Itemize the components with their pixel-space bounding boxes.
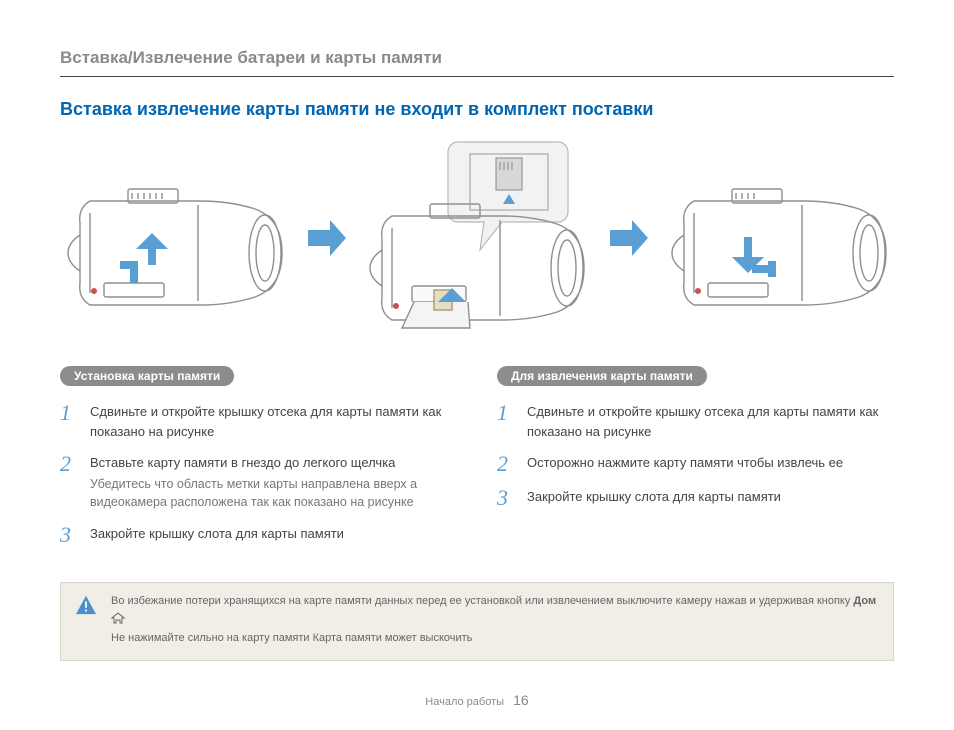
remove-column: Для извлечения карты памяти 1 Сдвиньте и…: [497, 366, 894, 558]
home-label: Дом: [853, 595, 876, 607]
insert-column: Установка карты памяти 1 Сдвиньте и откр…: [60, 366, 457, 558]
camera-step1: [60, 153, 290, 323]
instruction-figure: [60, 138, 894, 338]
step-number: 1: [60, 402, 78, 441]
page-footer: Начало работы 16: [0, 692, 954, 708]
step: 3 Закройте крышку слота для карты памяти: [60, 524, 457, 546]
warning-note: Во избежание потери хранящихся на карте …: [60, 582, 894, 661]
warning-icon: [75, 595, 97, 615]
note-line-1: Во избежание потери хранящихся на карте …: [111, 593, 879, 628]
step: 3 Закройте крышку слота для карты памяти: [497, 487, 894, 509]
note-line-2: Не нажимайте сильно на карту памяти Карт…: [111, 630, 879, 648]
instruction-columns: Установка карты памяти 1 Сдвиньте и откр…: [60, 366, 894, 558]
home-icon: [111, 612, 125, 624]
step: 1 Сдвиньте и откройте крышку отсека для …: [497, 402, 894, 441]
step-text: Сдвиньте и откройте крышку отсека для ка…: [90, 402, 457, 441]
camera-step3: [664, 153, 894, 323]
step-number: 3: [60, 524, 78, 546]
step-number: 3: [497, 487, 515, 509]
step-number: 2: [497, 453, 515, 475]
flow-arrow-2: [604, 214, 652, 262]
step-text: Вставьте карту памяти в гнездо до легког…: [90, 453, 457, 473]
step-text: Осторожно нажмите карту памяти чтобы изв…: [527, 453, 843, 473]
note-text-part: Во избежание потери хранящихся на карте …: [111, 595, 853, 607]
step-text: Закройте крышку слота для карты памяти: [527, 487, 781, 507]
insert-pill: Установка карты памяти: [60, 366, 234, 386]
remove-pill: Для извлечения карты памяти: [497, 366, 707, 386]
step: 2 Осторожно нажмите карту памяти чтобы и…: [497, 453, 894, 475]
step: 2 Вставьте карту памяти в гнездо до легк…: [60, 453, 457, 512]
page-title: Вставка извлечение карты памяти не входи…: [60, 99, 894, 120]
step-number: 2: [60, 453, 78, 512]
step-text: Сдвиньте и откройте крышку отсека для ка…: [527, 402, 894, 441]
footer-section: Начало работы: [425, 696, 504, 708]
camera-step2: [362, 138, 592, 338]
step-subtext: Убедитесь что область метки карты направ…: [90, 475, 457, 513]
step-number: 1: [497, 402, 515, 441]
step: 1 Сдвиньте и откройте крышку отсека для …: [60, 402, 457, 441]
flow-arrow-1: [302, 214, 350, 262]
breadcrumb: Вставка/Извлечение батареи и карты памят…: [60, 48, 894, 68]
step-text: Закройте крышку слота для карты памяти: [90, 524, 344, 544]
page-number: 16: [513, 692, 529, 708]
divider: [60, 76, 894, 77]
